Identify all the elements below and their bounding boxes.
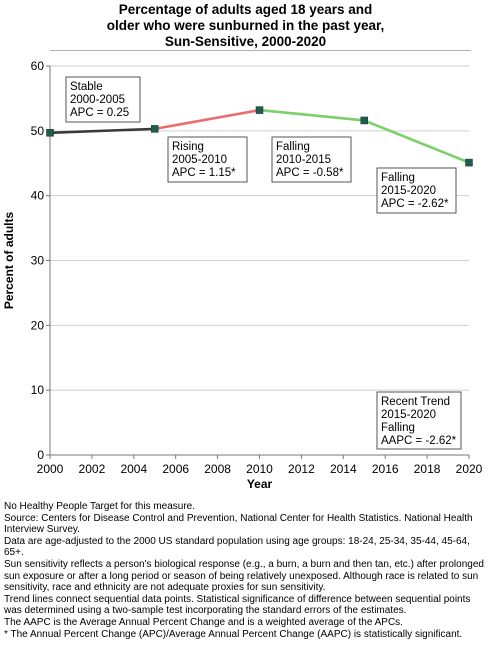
x-tick-label: 2010: [246, 462, 273, 476]
y-axis-title: Percent of adults: [2, 212, 16, 310]
footnote: * The Annual Percent Change (APC)/Averag…: [4, 628, 463, 640]
trend-segment: [153, 108, 261, 131]
footnote: Data are age-adjusted to the 2000 US sta…: [4, 535, 470, 559]
annotation-text: 2000-2005: [70, 94, 125, 106]
chart-title: Percentage of adults aged 18 years and o…: [0, 2, 491, 50]
footnotes: No Healthy People Target for this measur…: [4, 501, 490, 640]
trend-segment: [48, 127, 157, 135]
data-point: [151, 125, 159, 133]
annotation-text: 2005-2010: [172, 154, 227, 166]
footnote: Trend lines connect sequential data poin…: [4, 593, 471, 617]
annotation-box: [376, 391, 462, 450]
annotation-text: Recent Trend: [381, 396, 450, 408]
y-tick-label: 0: [37, 448, 44, 462]
annotation-box: [65, 76, 141, 123]
chart-title-line-2: older who were sunburned in the past yea…: [106, 18, 385, 33]
x-tick-label: 2006: [162, 462, 189, 476]
annotation-box: [271, 136, 352, 183]
y-tick-label: 40: [31, 189, 45, 203]
annotation-text: APC = -2.62*: [381, 198, 449, 210]
x-axis-title: Year: [247, 477, 273, 491]
x-tick-label: 2002: [79, 462, 106, 476]
data-point: [465, 158, 473, 167]
trend-segment: [362, 119, 471, 164]
annotation-text: Falling: [381, 172, 415, 184]
annotation-text: AAPC = -2.62*: [381, 435, 457, 447]
annotation-text: APC = 1.15*: [172, 167, 236, 179]
x-tick-label: 2012: [288, 462, 315, 476]
x-tick-label: 2018: [414, 462, 441, 476]
annotation-text: APC = -0.58*: [276, 167, 344, 179]
annotation-box: [167, 136, 248, 183]
x-tick-label: 2014: [330, 462, 357, 476]
y-tick-label: 50: [31, 124, 45, 138]
line-chart: 0 10 20 30 40 50 60 2000 2002 2004 2006 2008 2010 201…: [2, 59, 483, 491]
y-tick-label: 10: [31, 383, 45, 397]
x-tick-label: 2020: [456, 462, 483, 476]
annotation-text: Stable: [70, 81, 103, 93]
annotation-text: Falling: [276, 141, 310, 153]
annotation-text: 2015-2020: [381, 409, 436, 421]
annotation-box: [376, 167, 457, 214]
annotation-text: 2015-2020: [381, 185, 436, 197]
footnote: No Healthy People Target for this measur…: [4, 501, 196, 512]
x-tick-label: 2008: [204, 462, 231, 476]
annotation-text: Falling: [381, 422, 415, 434]
data-point: [46, 129, 54, 137]
annotation-text: Rising: [172, 141, 204, 153]
y-tick-label: 30: [31, 254, 45, 268]
data-point: [360, 116, 368, 125]
footnote: Sun sensitivity reflects a person's biol…: [4, 558, 484, 594]
chart-title-line-3: Sun-Sensitive, 2000-2020: [164, 34, 327, 49]
y-tick-label: 60: [31, 59, 45, 73]
chart-title-line-1: Percentage of adults aged 18 years and: [118, 2, 373, 17]
trend-segment: [258, 108, 366, 122]
x-tick-label: 2016: [372, 462, 399, 476]
data-point: [255, 106, 264, 114]
x-tick-label: 2004: [120, 462, 147, 476]
footnote: Source: Centers for Disease Control and …: [4, 512, 473, 536]
y-tick-label: 20: [31, 318, 45, 332]
title-divider: [50, 50, 471, 51]
x-tick-label: 2000: [37, 462, 64, 476]
footnote: The AAPC is the Average Annual Percent C…: [4, 616, 403, 628]
annotation-text: 2010-2015: [276, 154, 331, 166]
annotation-text: APC = 0.25: [70, 107, 129, 119]
